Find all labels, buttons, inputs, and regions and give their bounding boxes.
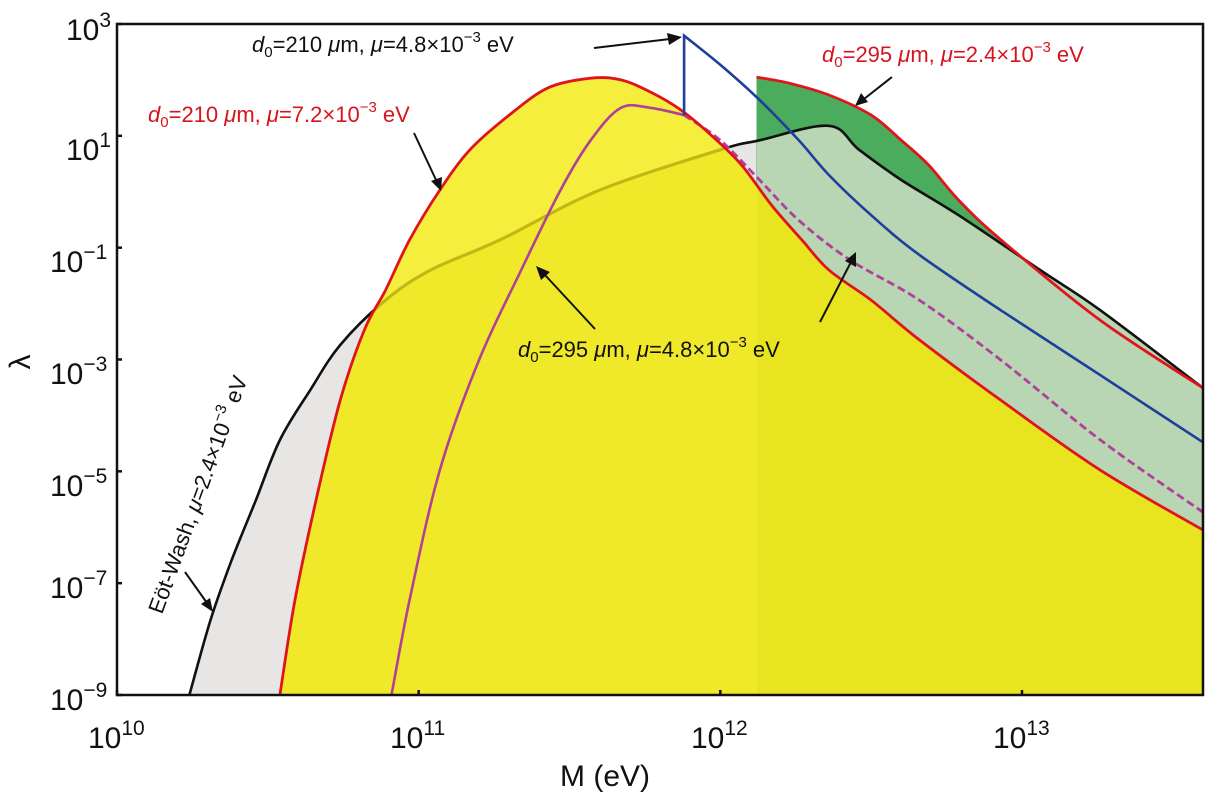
series-line-d210-mu48 [682,32,1203,444]
series-line-d295-mu24 [756,75,1203,390]
annotation-arrow [184,571,208,604]
y-tick-label: 10−1 [50,241,107,279]
x-tick-label: 1012 [691,717,748,755]
y-tick-label: 10−7 [50,567,107,605]
region-fills [189,77,1203,695]
x-tick-label: 1010 [88,717,145,755]
curve-lines [188,32,1203,695]
y-tick-label: 10−9 [50,679,107,717]
annotation-label: d0=295 μm, μ=4.8×10−3 eV [518,334,780,366]
annotation-arrow [819,261,852,323]
y-tick-label: 101 [66,129,111,167]
annotation-d295-mu24: d0=295 μm, μ=2.4×10−3 eV [822,39,1084,106]
series-line-d210-mu72 [278,76,1203,695]
yellow-eot-overlap [279,125,757,695]
y-axis-title: λ [4,355,37,370]
annotation-label: d0=295 μm, μ=2.4×10−3 eV [822,39,1084,71]
x-tick-label: 1013 [993,717,1050,755]
arrow-head [845,252,856,267]
annotation-arrow [413,132,438,183]
arrow-head [855,93,868,106]
annotation-d295-mu48: d0=295 μm, μ=4.8×10−3 eV [518,252,856,366]
x-tick-labels: 1010 1011 1012 1013 [88,717,1050,755]
x-tick-label: 1011 [390,717,445,755]
annotation-arrow [593,38,671,49]
arrow-head [431,177,442,191]
series-line-d295-mu48-dashed [683,113,1203,514]
arrow-head [201,598,213,612]
axis-ticks [115,22,1024,697]
y-tick-labels: 103 101 10−1 10−3 10−5 10−7 10−9 [50,9,111,717]
arrow-head [536,266,550,280]
annotation-arrow [863,76,893,100]
plot-area [188,32,1203,695]
y-tick-label: 10−3 [50,353,107,391]
y-tick-label: 103 [66,9,111,47]
region-d210-mu72-right [757,185,1203,695]
series-line-d295-mu48-solid [390,103,685,695]
annotation-d210-mu72: d0=210 μm, μ=7.2×10−3 eV [148,99,442,191]
x-axis-title: M (eV) [560,760,650,793]
annotation-label: d0=210 μm, μ=7.2×10−3 eV [148,99,410,131]
annotation-arrow [544,274,596,330]
annotation-label: d0=210 μm, μ=4.8×10−3 eV [252,29,514,61]
y-tick-label: 10−5 [50,465,107,503]
arrow-head [667,33,682,45]
annotation-d210-mu48: d0=210 μm, μ=4.8×10−3 eV [252,29,682,61]
